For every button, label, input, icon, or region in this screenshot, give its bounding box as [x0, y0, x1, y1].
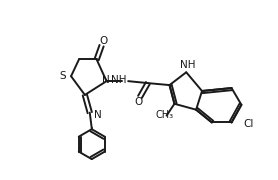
Text: Cl: Cl — [243, 120, 254, 129]
Text: N: N — [102, 75, 110, 85]
Text: S: S — [59, 71, 66, 81]
Text: CH₃: CH₃ — [155, 110, 174, 120]
Text: O: O — [134, 97, 142, 107]
Text: O: O — [100, 36, 108, 46]
Text: NH: NH — [180, 60, 196, 70]
Text: N: N — [94, 110, 101, 120]
Text: NH: NH — [111, 75, 126, 85]
